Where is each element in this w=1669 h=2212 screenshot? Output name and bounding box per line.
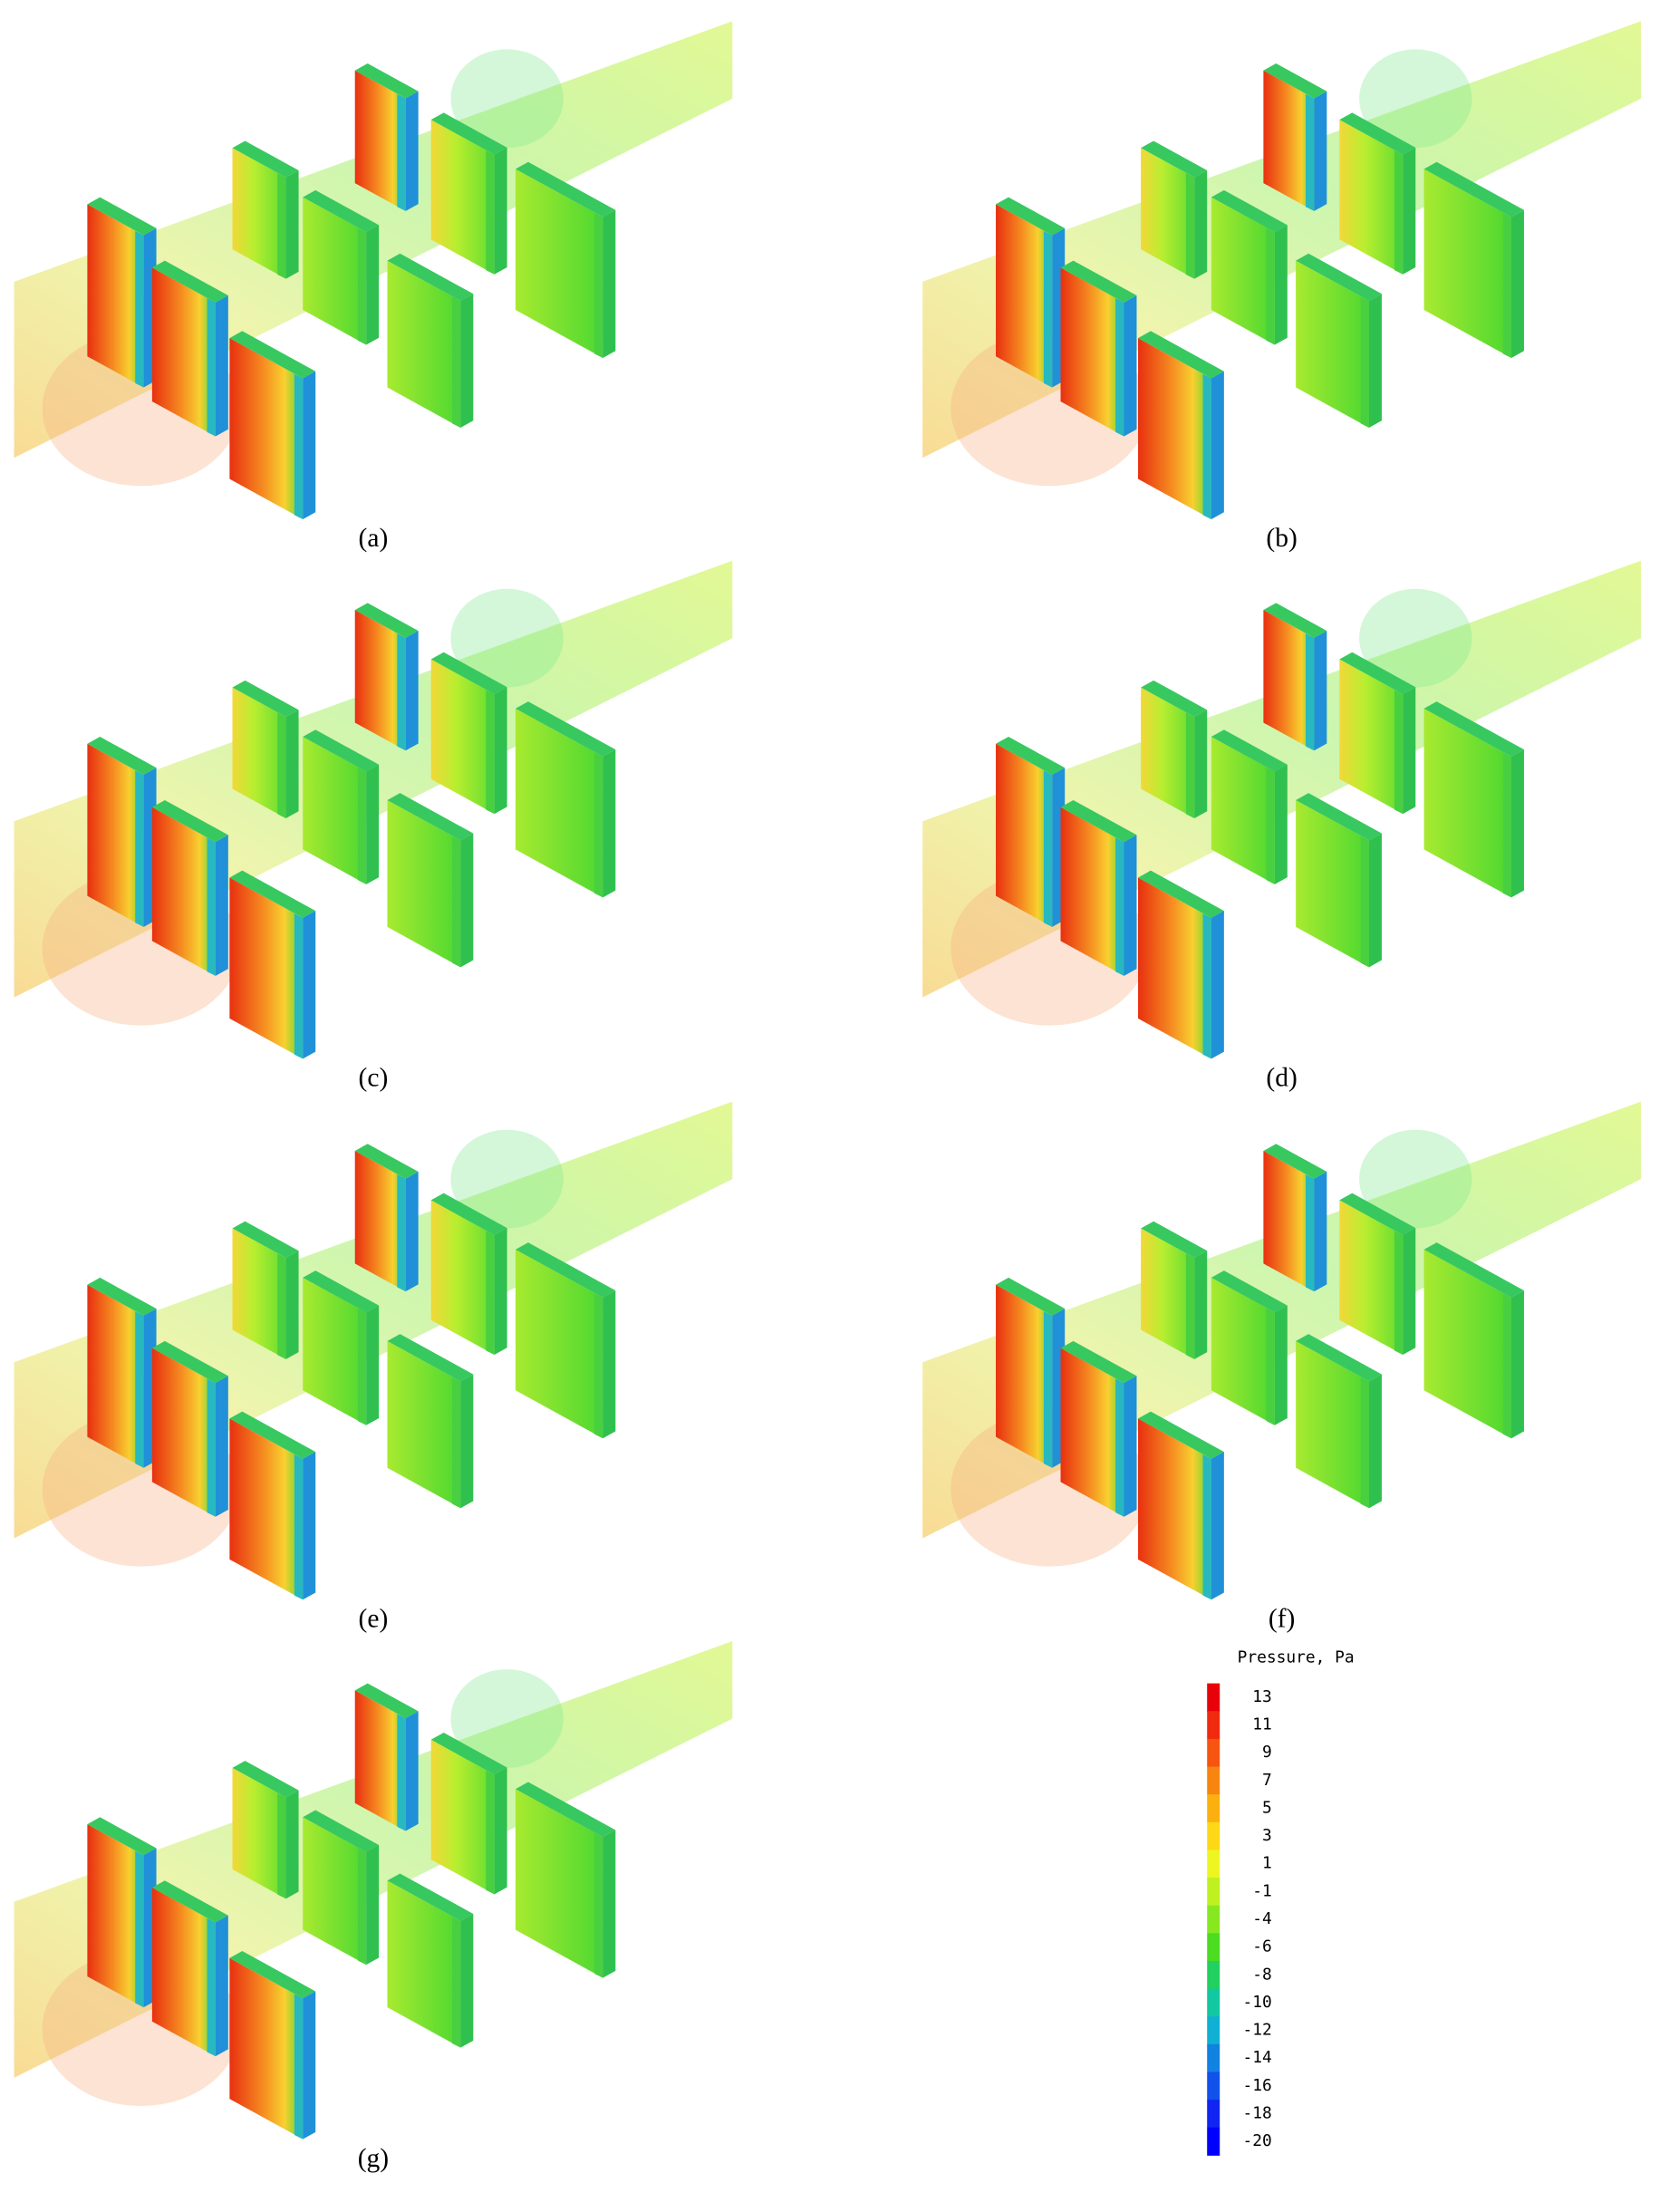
panel: (b) xyxy=(922,21,1641,553)
colorbar-swatch xyxy=(1207,1794,1220,1823)
colorbar-tick-label: -20 xyxy=(1242,2131,1271,2150)
colorbar-swatch xyxy=(1207,2100,1220,2129)
simulation-image xyxy=(922,1101,1641,1600)
colorbar: Pressure, Pa 13 11 9 7 5 3 1 -1 -4 -6 -8 -10 -12 -14 -1… xyxy=(1207,1648,1355,2156)
colorbar-tick-label: 5 xyxy=(1262,1798,1272,1817)
colorbar-swatch xyxy=(1207,1683,1220,1712)
colorbar-swatch xyxy=(1207,1988,1220,2017)
colorbar-tick-label: 3 xyxy=(1262,1826,1272,1845)
colorbar-tick-label: 13 xyxy=(1252,1687,1272,1706)
colorbar-tick-label: -16 xyxy=(1242,2076,1271,2095)
colorbar-tick-label: -6 xyxy=(1252,1937,1272,1956)
panel: (c) xyxy=(14,560,733,1093)
panel-label: (g) xyxy=(358,2144,389,2173)
panel-label: (a) xyxy=(359,524,389,553)
simulation-image xyxy=(14,1101,733,1600)
simulation-image xyxy=(14,560,733,1059)
panel-label: (d) xyxy=(1266,1064,1297,1093)
simulation-image xyxy=(14,1640,733,2140)
colorbar-tick-label: -12 xyxy=(1242,2021,1271,2040)
colorbar-swatch xyxy=(1207,1960,1220,1990)
colorbar-swatch xyxy=(1207,1711,1220,1740)
panel-label: (c) xyxy=(359,1064,389,1093)
panel: (a) xyxy=(14,21,733,553)
colorbar-swatch xyxy=(1207,2072,1220,2101)
colorbar-tick-label: 9 xyxy=(1262,1743,1272,1762)
panel-label: (e) xyxy=(359,1604,389,1633)
colorbar-swatch xyxy=(1207,2016,1220,2045)
simulation-image xyxy=(922,21,1641,519)
colorbar-tick-label: -14 xyxy=(1242,2048,1271,2067)
content: (a) (b)(c) (d)(e) (f)(g)Pressure, Pa1311975… xyxy=(14,21,1641,2173)
colorbar-swatch xyxy=(1207,1905,1220,1934)
colorbar-swatch xyxy=(1207,1821,1220,1850)
simulation-image xyxy=(922,560,1641,1059)
panel-label: (f) xyxy=(1269,1604,1296,1633)
colorbar-swatch xyxy=(1207,1878,1220,1907)
colorbar-tick-label: 11 xyxy=(1252,1715,1272,1734)
panel: (e) xyxy=(14,1101,733,1633)
colorbar-swatch xyxy=(1207,2043,1220,2072)
panel: (f) xyxy=(922,1101,1641,1633)
panel: (g) xyxy=(14,1640,733,2173)
colorbar-swatch xyxy=(1207,1933,1220,1962)
colorbar-swatch xyxy=(1207,1738,1220,1767)
colorbar-tick-label: 7 xyxy=(1262,1771,1272,1790)
colorbar-tick-label: 1 xyxy=(1262,1854,1272,1873)
colorbar-swatch xyxy=(1207,1766,1220,1795)
simulation-image xyxy=(14,21,733,519)
panel: (d) xyxy=(922,560,1641,1093)
colorbar-tick-label: -8 xyxy=(1252,1965,1272,1984)
colorbar-tick-label: -10 xyxy=(1242,1993,1271,2012)
colorbar-tick-label: -4 xyxy=(1252,1909,1272,1928)
colorbar-title: Pressure, Pa xyxy=(1238,1648,1355,1667)
colorbar-tick-label: -18 xyxy=(1242,2103,1271,2122)
colorbar-swatch xyxy=(1207,1850,1220,1879)
panel-label: (b) xyxy=(1266,524,1297,553)
colorbar-tick-label: -1 xyxy=(1252,1881,1272,1900)
colorbar-swatch xyxy=(1207,2127,1220,2156)
